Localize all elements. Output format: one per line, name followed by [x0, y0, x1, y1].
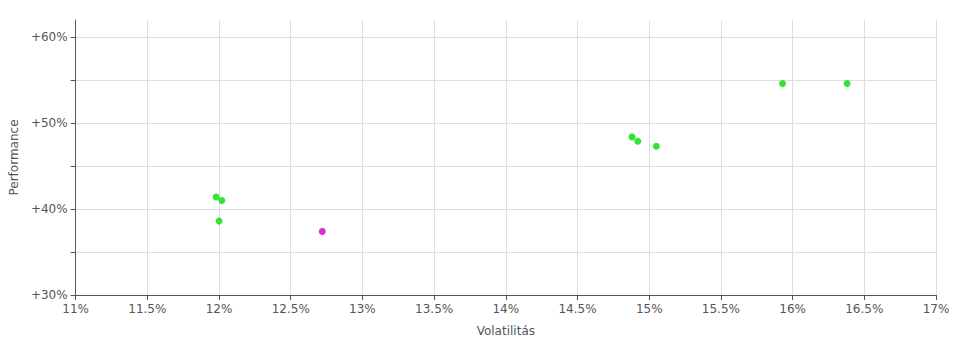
svg-text:15%: 15%	[636, 302, 663, 316]
svg-text:+60%: +60%	[31, 30, 68, 44]
svg-text:+40%: +40%	[31, 202, 68, 216]
svg-text:14.5%: 14.5%	[558, 302, 596, 316]
svg-text:12%: 12%	[206, 302, 233, 316]
svg-text:15.5%: 15.5%	[702, 302, 740, 316]
svg-text:14%: 14%	[492, 302, 519, 316]
svg-text:11%: 11%	[62, 302, 89, 316]
svg-text:Performance: Performance	[7, 119, 21, 195]
svg-text:Volatilitás: Volatilitás	[477, 324, 535, 338]
svg-text:+50%: +50%	[31, 116, 68, 130]
svg-text:16.5%: 16.5%	[845, 302, 883, 316]
svg-text:13.5%: 13.5%	[415, 302, 453, 316]
svg-text:16%: 16%	[779, 302, 806, 316]
svg-text:11.5%: 11.5%	[128, 302, 166, 316]
svg-text:17%: 17%	[923, 302, 950, 316]
svg-text:+30%: +30%	[31, 288, 68, 302]
svg-text:12.5%: 12.5%	[272, 302, 310, 316]
svg-text:13%: 13%	[349, 302, 376, 316]
